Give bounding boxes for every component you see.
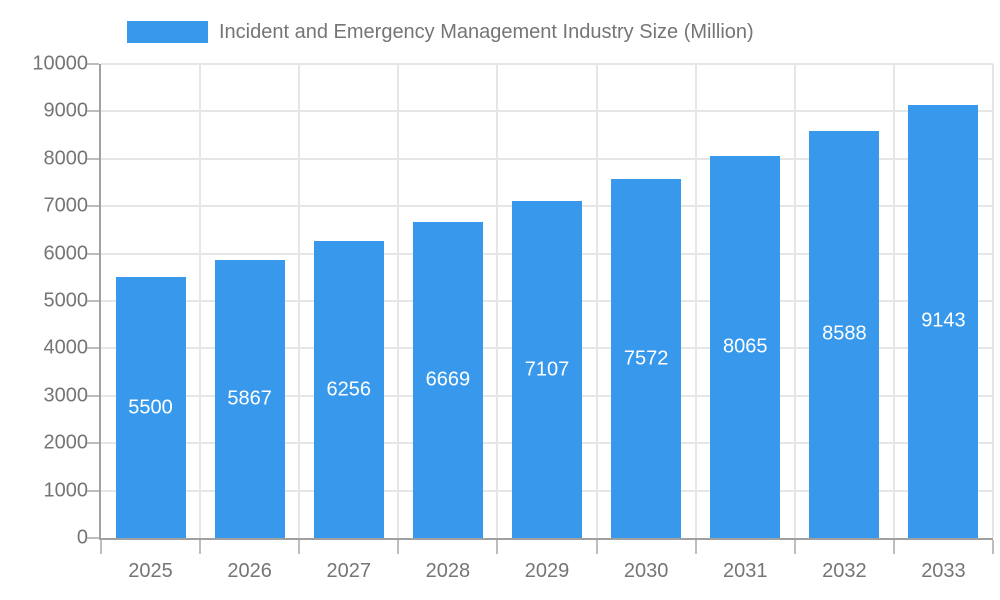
x-axis-tick-mark <box>595 540 598 554</box>
y-axis-tick-label: 8000 <box>43 147 89 170</box>
x-axis-tick-mark <box>496 540 499 554</box>
y-axis-tick-label: 9000 <box>43 99 89 122</box>
vertical-gridline <box>199 64 202 538</box>
y-axis-tick-label: 6000 <box>43 242 89 265</box>
bar-value-label: 8065 <box>722 335 768 358</box>
y-axis-tick-mark <box>87 157 99 160</box>
x-axis-tick-label: 2031 <box>722 560 768 582</box>
bar-value-label: 7572 <box>623 347 669 370</box>
legend-color-swatch <box>127 21 208 43</box>
vertical-gridline <box>793 64 796 538</box>
y-axis-tick-mark <box>87 110 99 113</box>
x-axis-tick-label: 2026 <box>227 560 272 582</box>
y-axis-tick-mark <box>87 537 99 539</box>
vertical-gridline <box>892 64 895 538</box>
horizontal-gridline <box>101 110 993 113</box>
bar-2029[interactable]: 7107 <box>512 201 582 538</box>
y-axis-tick-label: 7000 <box>43 194 89 217</box>
x-axis-tick-mark <box>992 540 994 554</box>
x-axis-tick-label: 2032 <box>822 560 867 582</box>
bar-value-label: 7107 <box>524 358 570 381</box>
x-axis-tick-label: 2028 <box>425 560 471 582</box>
x-axis-tick-label: 2027 <box>326 560 372 582</box>
bar-2026[interactable]: 5867 <box>214 259 285 538</box>
y-axis-tick-mark <box>87 300 99 302</box>
bar-value-label: 8588 <box>822 322 867 345</box>
x-axis-tick-mark <box>793 540 796 554</box>
bar-value-label: 5500 <box>128 396 173 419</box>
vertical-gridline <box>496 64 499 538</box>
y-axis-tick-mark <box>87 205 99 208</box>
y-axis-tick-label: 10000 <box>32 52 88 75</box>
x-axis-tick-mark <box>694 540 697 554</box>
bar-2027[interactable]: 6256 <box>313 241 384 538</box>
vertical-gridline <box>595 64 598 538</box>
legend-label: Incident and Emergency Management Indust… <box>219 20 754 43</box>
bar-value-label: 9143 <box>921 309 966 332</box>
x-axis-tick-mark <box>199 540 202 554</box>
y-axis-tick-mark <box>87 63 99 65</box>
x-axis-tick-mark <box>100 540 102 554</box>
y-axis-tick-label: 0 <box>76 526 88 549</box>
horizontal-gridline <box>101 157 993 160</box>
bar-2033[interactable]: 9143 <box>908 104 979 538</box>
bar-2031[interactable]: 8065 <box>710 155 781 538</box>
y-axis-tick-label: 1000 <box>43 479 89 502</box>
x-axis-tick-label: 2025 <box>128 560 173 582</box>
x-axis-tick-label: 2030 <box>623 560 669 582</box>
y-axis-tick-mark <box>87 394 99 397</box>
y-axis-tick-mark <box>87 252 99 255</box>
plot-area: 5500 5867 6256 6669 7107 7572 8065 8588 9143 <box>99 63 994 540</box>
x-axis-tick-mark <box>397 540 400 554</box>
bar-2025[interactable]: 5500 <box>115 277 186 538</box>
y-axis-tick-mark <box>87 442 99 445</box>
bar-value-label: 6256 <box>326 378 372 401</box>
y-axis-tick-label: 2000 <box>43 431 89 454</box>
bar-value-label: 5867 <box>227 387 272 410</box>
vertical-gridline <box>992 64 994 538</box>
y-axis-tick-mark <box>87 347 99 350</box>
bar-2028[interactable]: 6669 <box>412 221 483 538</box>
x-axis-tick-mark <box>298 540 301 554</box>
vertical-gridline <box>298 64 301 538</box>
y-axis-tick-label: 3000 <box>43 384 89 407</box>
legend-item[interactable]: Incident and Emergency Management Indust… <box>127 21 754 43</box>
y-axis-tick-mark <box>87 489 99 492</box>
bar-value-label: 6669 <box>425 368 471 391</box>
vertical-gridline <box>694 64 697 538</box>
bar-2030[interactable]: 7572 <box>611 179 682 538</box>
y-axis-tick-label: 5000 <box>43 289 89 312</box>
x-axis-tick-label: 2033 <box>921 560 966 582</box>
vertical-gridline <box>397 64 400 538</box>
y-axis-tick-label: 4000 <box>43 336 89 359</box>
horizontal-gridline <box>101 63 993 65</box>
x-axis-tick-label: 2029 <box>524 560 570 582</box>
x-axis-tick-mark <box>892 540 895 554</box>
bar-2032[interactable]: 8588 <box>809 130 880 538</box>
